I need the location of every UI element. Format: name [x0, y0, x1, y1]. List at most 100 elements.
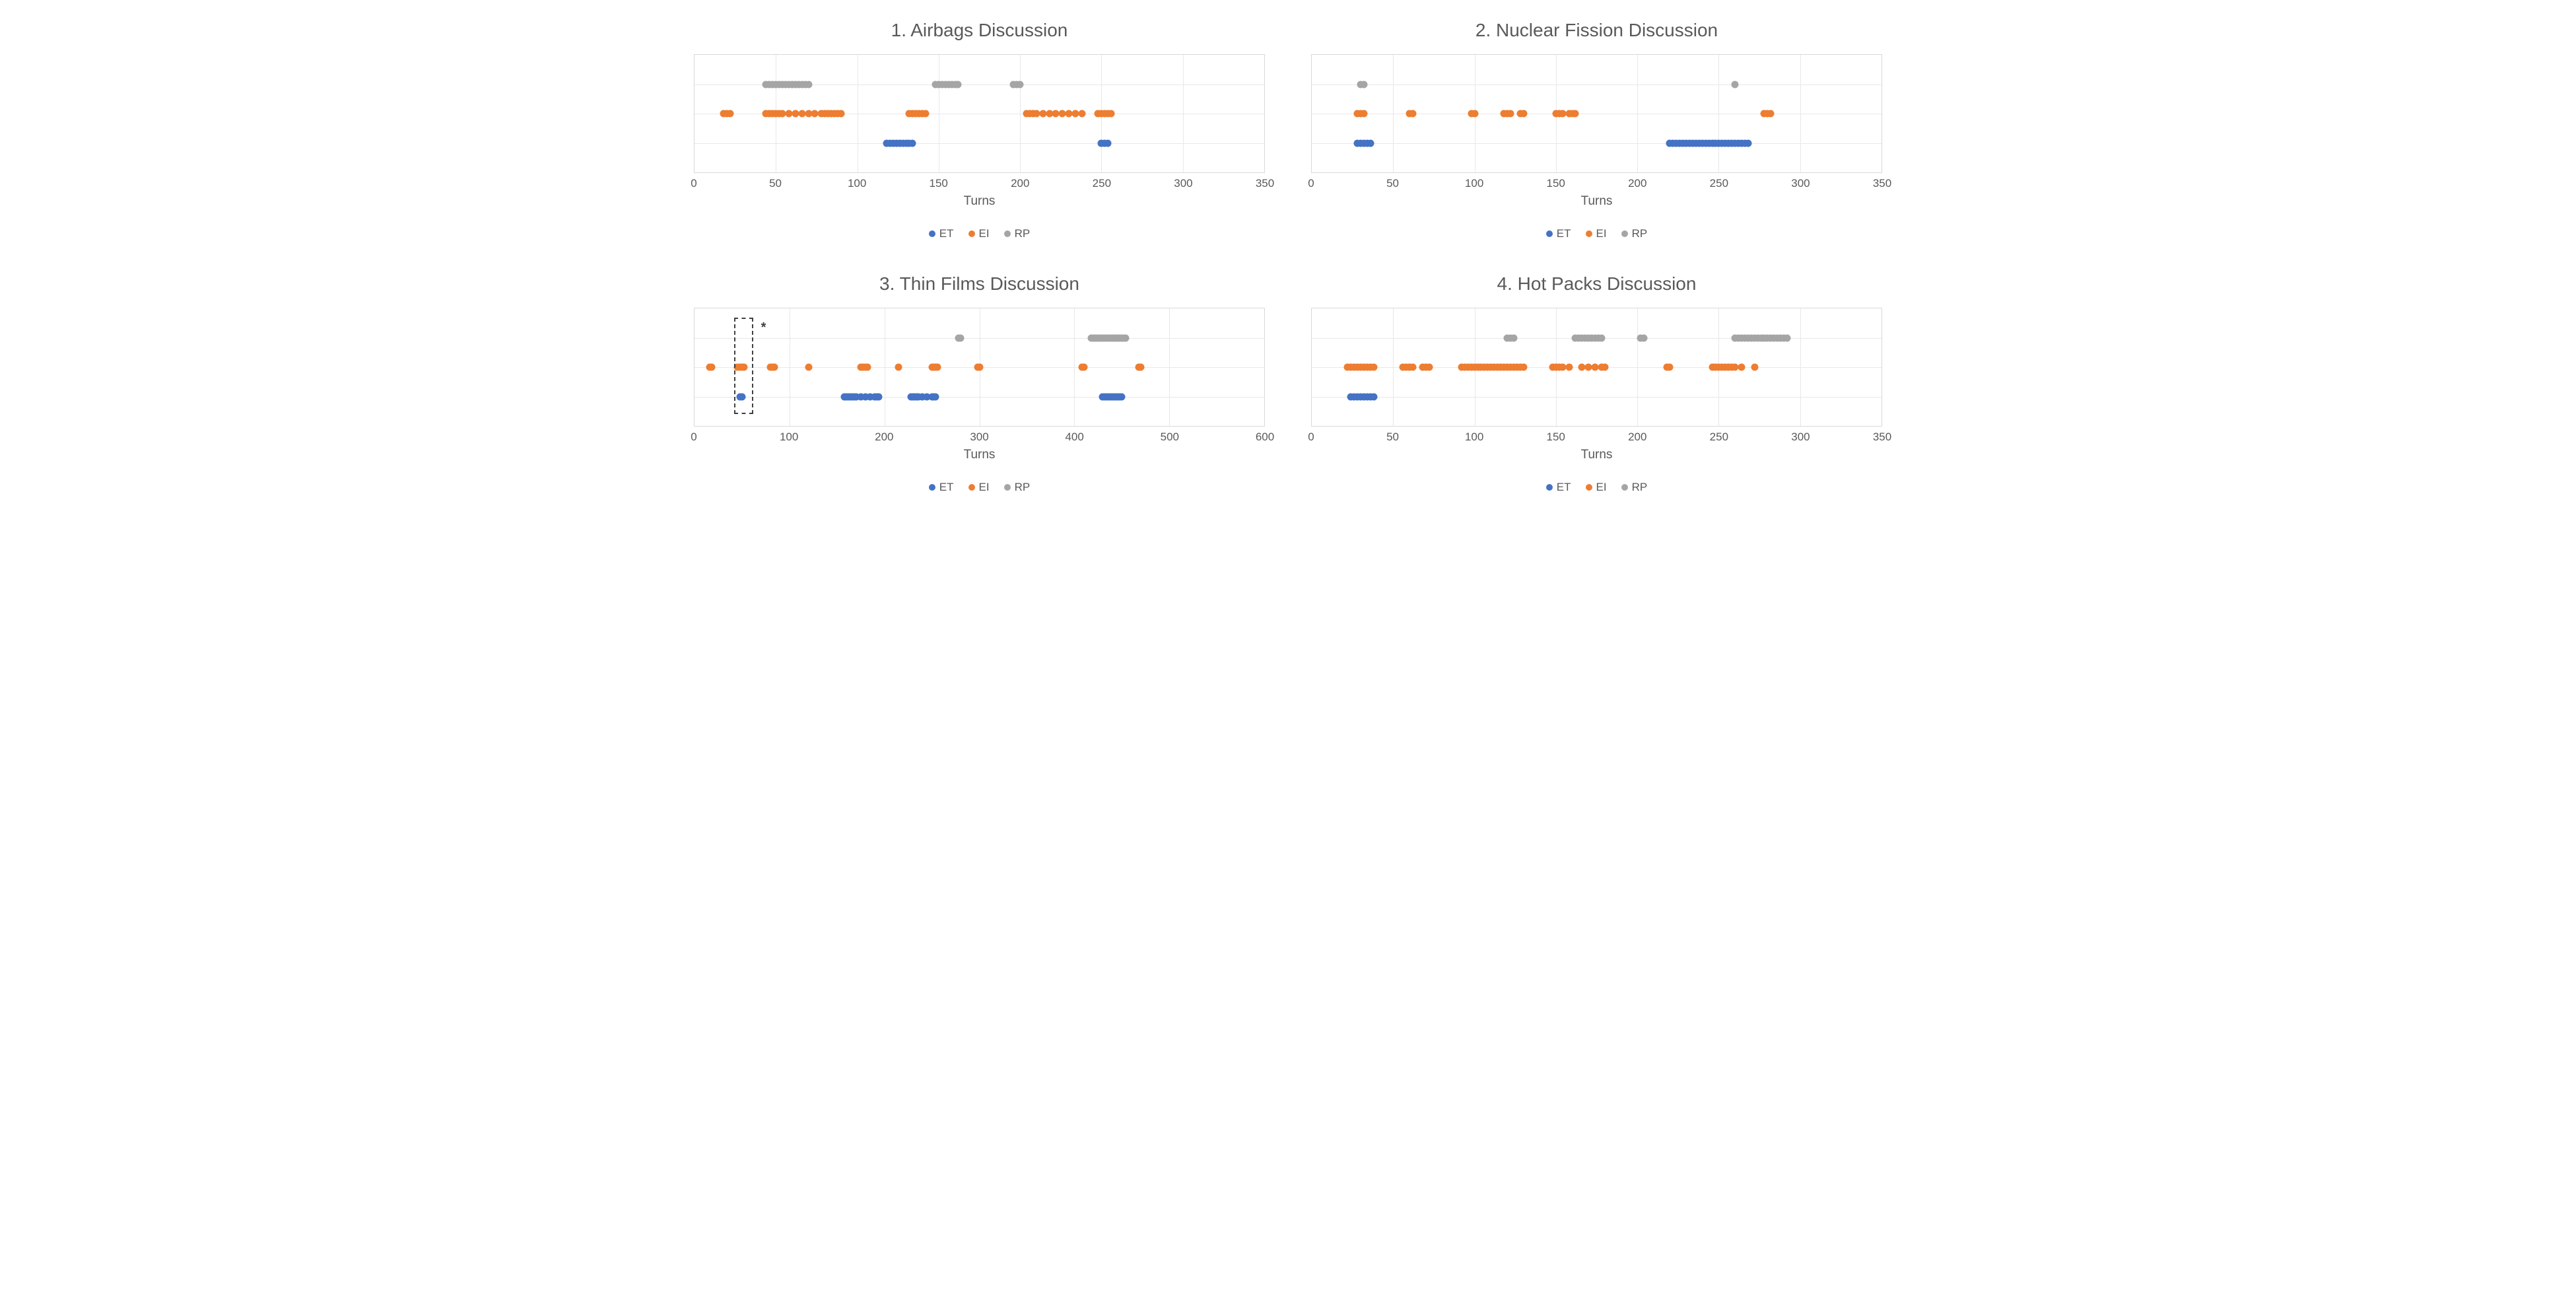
legend-marker-icon: [968, 484, 975, 491]
ei-point: [1751, 364, 1758, 371]
ei-point: [708, 364, 715, 371]
rp-point: [1510, 334, 1517, 341]
x-tick-label: 0: [691, 177, 696, 190]
ei-point: [1507, 110, 1514, 118]
x-tick-label: 350: [1873, 177, 1891, 190]
x-tick-label: 300: [1791, 431, 1810, 444]
x-tick-label: 600: [1256, 431, 1274, 444]
v-gridline: [1637, 55, 1638, 172]
chart-title: 4. Hot Packs Discussion: [1497, 273, 1697, 295]
legend-marker-icon: [1586, 230, 1592, 237]
x-tick-label: 300: [1174, 177, 1192, 190]
rp-point: [1641, 334, 1648, 341]
x-tick-label: 250: [1710, 431, 1728, 444]
ei-point: [1601, 364, 1608, 371]
rp-point: [955, 81, 962, 88]
x-ticks: 050100150200250300350: [1311, 427, 1882, 445]
legend-label: EI: [1596, 481, 1607, 494]
v-gridline: [1393, 308, 1394, 426]
legend-marker-icon: [1621, 484, 1628, 491]
legend-marker-icon: [1586, 484, 1592, 491]
et-point: [1744, 139, 1751, 147]
rp-point: [1360, 81, 1367, 88]
annotation-star: *: [761, 320, 766, 335]
plot-area: [1311, 308, 1882, 427]
v-gridline: [1183, 55, 1184, 172]
ei-point: [727, 110, 734, 118]
v-gridline: [1637, 308, 1638, 426]
rp-point: [957, 334, 964, 341]
chart-panel-4: 4. Hot Packs Discussion05010015020025030…: [1311, 273, 1882, 494]
et-point: [932, 393, 939, 400]
x-axis-label: Turns: [1311, 448, 1882, 462]
chart-wrap: 050100150200250300350TurnsETEIRP: [1311, 308, 1882, 494]
legend-marker-icon: [1004, 484, 1011, 491]
chart-title: 2. Nuclear Fission Discussion: [1475, 20, 1718, 41]
v-gridline: [1393, 55, 1394, 172]
ei-point: [864, 364, 871, 371]
x-tick-label: 100: [1465, 177, 1483, 190]
h-gridline: [1312, 397, 1881, 398]
et-point: [1367, 139, 1374, 147]
legend-marker-icon: [1621, 230, 1628, 237]
chart-panel-2: 2. Nuclear Fission Discussion05010015020…: [1311, 20, 1882, 240]
chart-title: 3. Thin Films Discussion: [879, 273, 1079, 295]
rp-point: [1122, 334, 1130, 341]
legend-item-et: ET: [1546, 227, 1571, 240]
ei-point: [1409, 364, 1416, 371]
x-tick-label: 150: [1547, 431, 1565, 444]
legend-item-rp: RP: [1004, 481, 1031, 494]
x-tick-label: 150: [930, 177, 948, 190]
legend: ET EI RP: [694, 481, 1265, 494]
ei-point: [1360, 110, 1367, 118]
x-tick-label: 500: [1161, 431, 1179, 444]
ei-point: [1572, 110, 1579, 118]
v-gridline: [1800, 55, 1801, 172]
ei-point: [1666, 364, 1674, 371]
legend-label: ET: [939, 481, 954, 494]
ei-point: [740, 364, 747, 371]
ei-point: [837, 110, 844, 118]
ei-point: [1370, 364, 1377, 371]
plot-area: [1311, 54, 1882, 173]
rp-point: [1598, 334, 1605, 341]
legend-marker-icon: [1546, 484, 1553, 491]
ei-point: [976, 364, 983, 371]
ei-point: [1080, 364, 1087, 371]
x-tick-label: 200: [875, 431, 893, 444]
v-gridline: [1020, 55, 1021, 172]
v-gridline: [1074, 308, 1075, 426]
plot-area: [694, 54, 1265, 173]
x-tick-label: 350: [1256, 177, 1274, 190]
chart-wrap: 050100150200250300350TurnsETEIRP: [694, 54, 1265, 240]
rp-point: [1732, 81, 1739, 88]
et-point: [1104, 139, 1112, 147]
ei-point: [1409, 110, 1416, 118]
et-point: [875, 393, 883, 400]
legend-marker-icon: [968, 230, 975, 237]
legend-label: EI: [979, 481, 990, 494]
plot-area: *: [694, 308, 1265, 427]
x-ticks: 050100150200250300350: [694, 173, 1265, 192]
legend-item-ei: EI: [1586, 227, 1607, 240]
x-tick-label: 50: [1386, 431, 1399, 444]
ei-point: [1078, 110, 1085, 118]
legend-item-ei: EI: [968, 481, 990, 494]
legend-label: ET: [1557, 227, 1571, 240]
legend-label: EI: [979, 227, 990, 240]
ei-point: [934, 364, 941, 371]
h-gridline: [1312, 143, 1881, 144]
et-point: [738, 393, 745, 400]
ei-point: [1108, 110, 1115, 118]
legend-label: RP: [1015, 227, 1031, 240]
rp-point: [1783, 334, 1790, 341]
legend: ETEIRP: [1311, 481, 1882, 494]
x-tick-label: 300: [1791, 177, 1810, 190]
legend-label: ET: [939, 227, 954, 240]
et-point: [909, 139, 916, 147]
et-point: [1118, 393, 1126, 400]
x-tick-label: 250: [1710, 177, 1728, 190]
legend-marker-icon: [929, 484, 935, 491]
ei-point: [1471, 110, 1478, 118]
legend: ETEIRP: [1311, 227, 1882, 240]
